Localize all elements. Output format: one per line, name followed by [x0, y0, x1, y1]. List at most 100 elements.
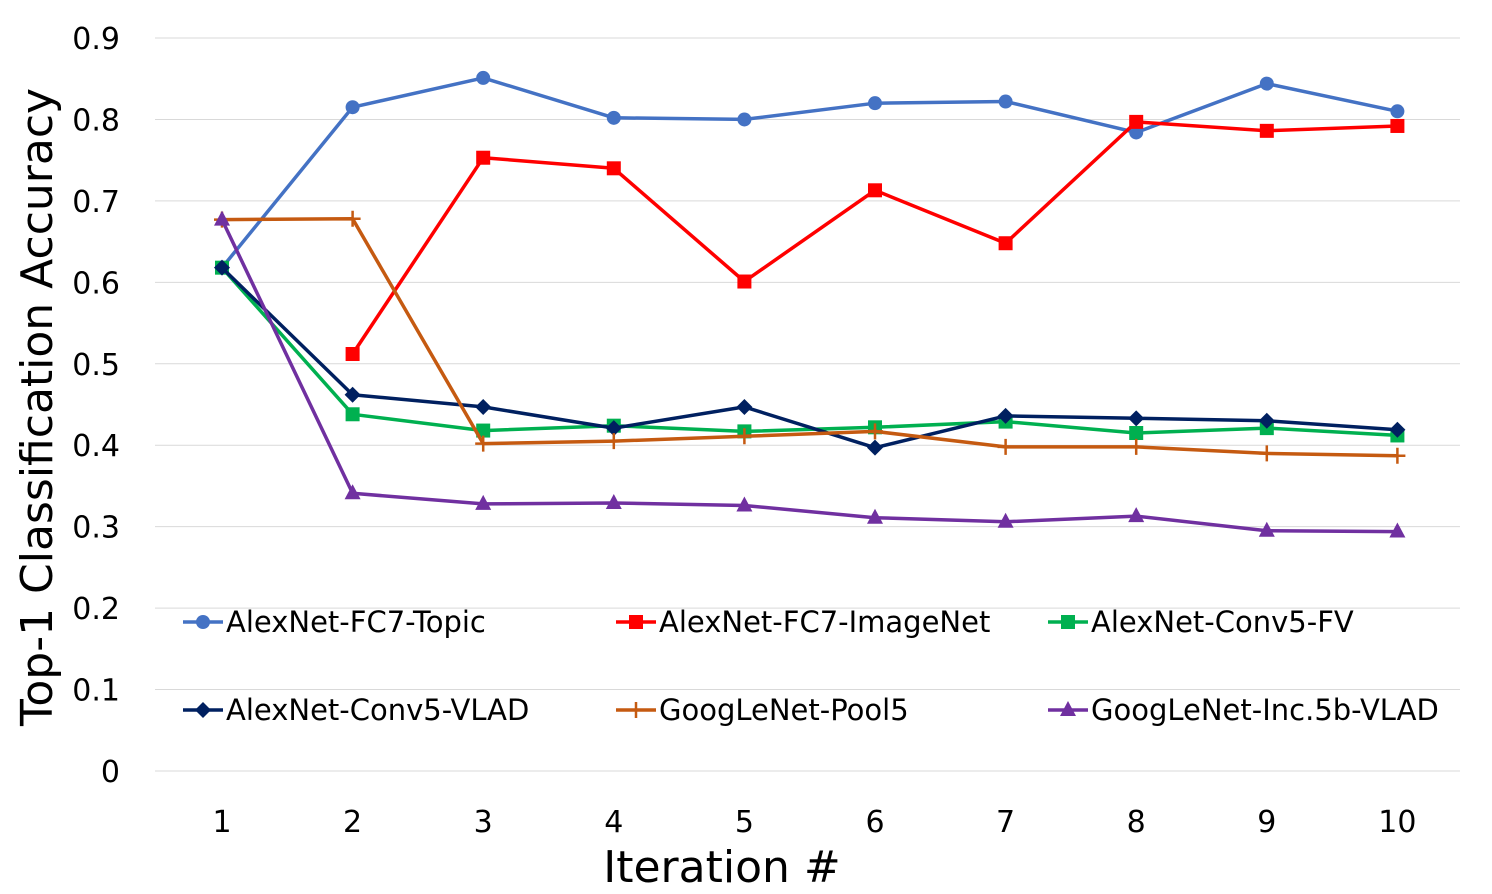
- data-point: [475, 494, 492, 510]
- y-tick-label: 0.7: [72, 185, 120, 220]
- data-point: [1259, 123, 1274, 138]
- data-point: [997, 407, 1014, 424]
- y-tick-label: 0.2: [72, 592, 120, 627]
- data-point: [736, 496, 753, 512]
- data-point: [867, 423, 883, 440]
- x-tick-label: 5: [735, 805, 754, 840]
- data-point: [736, 398, 753, 415]
- legend-entry: GoogLeNet-Pool5: [616, 693, 909, 727]
- legend-entry: AlexNet-FC7-Topic: [183, 605, 486, 639]
- data-point: [606, 161, 621, 176]
- data-point: [997, 438, 1014, 455]
- data-point: [606, 110, 621, 125]
- legend-marker: [629, 615, 643, 629]
- x-tick-label: 7: [996, 805, 1015, 840]
- data-point: [476, 150, 491, 165]
- legend-label: AlexNet-Conv5-VLAD: [226, 693, 529, 727]
- legend-entry: GoogLeNet-Inc.5b-VLAD: [1048, 693, 1439, 727]
- data-point: [1390, 104, 1405, 119]
- data-point: [475, 435, 492, 452]
- legend: AlexNet-FC7-Topic AlexNet-FC7-ImageNet Ale…: [183, 605, 1439, 727]
- legend-marker: [628, 702, 644, 718]
- legend-marker: [1061, 615, 1075, 629]
- legend-marker: [196, 615, 210, 629]
- series-line: [220, 266, 1398, 450]
- legend-label: AlexNet-Conv5-FV: [1091, 605, 1354, 639]
- data-point: [345, 407, 360, 422]
- data-point: [1128, 410, 1145, 427]
- data-point: [214, 259, 230, 276]
- data-point: [605, 494, 622, 510]
- y-axis-tick-labels: 0 0.1 0.2 0.3 0.4 0.5 0.6 0.7 0.8 0.9: [72, 22, 120, 790]
- data-point: [998, 236, 1013, 251]
- data-point: [1258, 412, 1275, 429]
- data-point: [1128, 507, 1145, 523]
- data-point: [737, 274, 752, 289]
- data-point: [1259, 76, 1274, 91]
- data-point: [736, 428, 753, 445]
- data-point: [1389, 447, 1406, 464]
- x-tick-label: 6: [865, 805, 884, 840]
- series-alexnet-fc7-topic: [215, 70, 1405, 275]
- legend-entry: AlexNet-Conv5-VLAD: [183, 693, 529, 727]
- series-line: [220, 266, 1398, 438]
- data-point: [344, 210, 361, 227]
- x-tick-label: 3: [474, 805, 493, 840]
- series-line: [351, 120, 1398, 355]
- y-axis-title: Top-1 Classification Accuracy: [12, 88, 63, 727]
- data-point: [345, 100, 360, 115]
- data-point: [344, 386, 361, 403]
- x-tick-label: 8: [1127, 805, 1146, 840]
- legend-marker: [1060, 701, 1076, 716]
- legend-label: GoogLeNet-Pool5: [659, 693, 909, 727]
- legend-marker: [195, 702, 211, 718]
- y-tick-label: 0.4: [72, 429, 120, 464]
- data-point: [997, 512, 1014, 528]
- data-point: [345, 347, 360, 362]
- series-line: [220, 76, 1398, 269]
- legend-entry: AlexNet-Conv5-FV: [1048, 605, 1354, 639]
- x-axis-title: Iteration #: [603, 842, 841, 893]
- data-point: [1258, 521, 1275, 537]
- legend-label: AlexNet-FC7-Topic: [226, 605, 486, 639]
- series-alexnet-fc7-imagenet: [345, 114, 1405, 362]
- series-googlenet-inc-5b-vlad: [214, 210, 1406, 538]
- data-point: [867, 508, 883, 524]
- series-alexnet-conv5-vlad: [214, 259, 1406, 456]
- data-point: [476, 70, 491, 85]
- x-tick-label: 2: [343, 805, 362, 840]
- data-point: [1129, 426, 1144, 441]
- series-line: [220, 218, 1398, 534]
- y-tick-label: 0.9: [72, 22, 120, 57]
- data-point: [1258, 445, 1275, 462]
- x-tick-label: 9: [1257, 805, 1276, 840]
- data-point: [214, 210, 230, 226]
- x-axis-tick-labels: 1 2 3 4 5 6 7 8 9 10: [212, 805, 1416, 840]
- data-point: [998, 94, 1013, 109]
- data-point: [1128, 438, 1145, 455]
- data-point: [1389, 421, 1406, 438]
- data-point: [1129, 125, 1144, 140]
- y-tick-label: 0: [101, 755, 120, 790]
- data-point: [475, 398, 492, 415]
- series-lines: [214, 70, 1406, 538]
- data-point: [1389, 522, 1406, 538]
- y-tick-label: 0.6: [72, 266, 120, 301]
- data-point: [1390, 118, 1405, 133]
- data-point: [867, 439, 883, 456]
- series-line: [221, 217, 1398, 458]
- y-tick-label: 0.1: [72, 674, 120, 709]
- y-tick-label: 0.8: [72, 103, 120, 138]
- grid-lines: [155, 37, 1460, 772]
- series-googlenet-pool5: [214, 210, 1406, 464]
- data-point: [605, 433, 622, 450]
- y-tick-label: 0.5: [72, 348, 120, 383]
- data-point: [605, 420, 622, 437]
- data-point: [476, 423, 491, 438]
- legend-label: GoogLeNet-Inc.5b-VLAD: [1091, 693, 1439, 727]
- data-point: [868, 183, 882, 198]
- data-point: [1129, 114, 1144, 129]
- x-tick-label: 10: [1378, 805, 1416, 840]
- x-tick-label: 4: [604, 805, 623, 840]
